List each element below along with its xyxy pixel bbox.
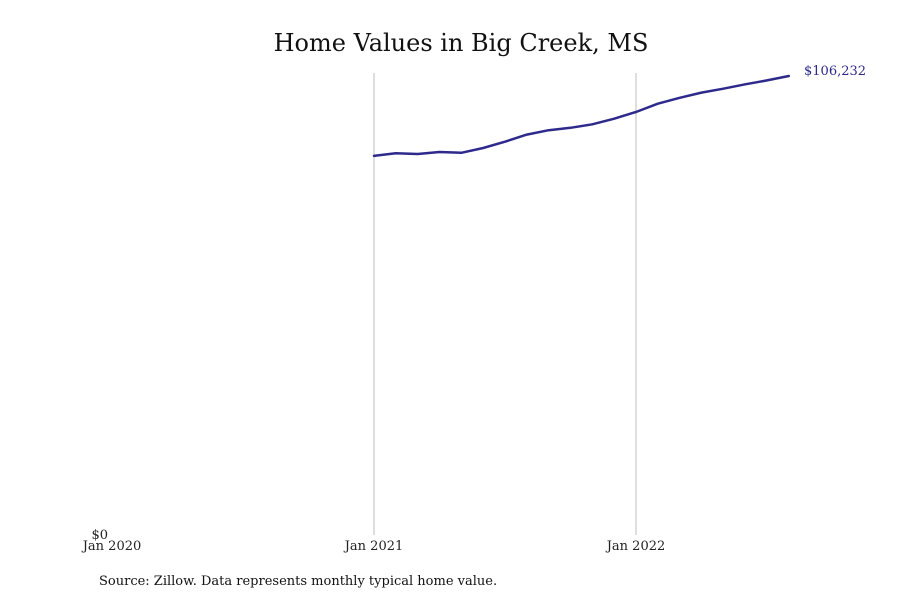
chart-title: Home Values in Big Creek, MS	[274, 29, 649, 57]
x-axis-ticks: Jan 2020 Jan 2021 Jan 2022	[81, 539, 666, 554]
y-axis-ticks: $0	[91, 528, 108, 543]
gridlines	[373, 73, 637, 535]
y-tick-label: $0	[91, 528, 108, 543]
x-tick-label: Jan 2022	[605, 539, 666, 554]
series-line	[372, 74, 791, 158]
end-value-label: $106,232	[804, 64, 866, 79]
x-tick-label: Jan 2021	[343, 539, 404, 554]
source-note: Source: Zillow. Data represents monthly …	[99, 574, 497, 589]
x-tick-label: Jan 2020	[81, 539, 142, 554]
